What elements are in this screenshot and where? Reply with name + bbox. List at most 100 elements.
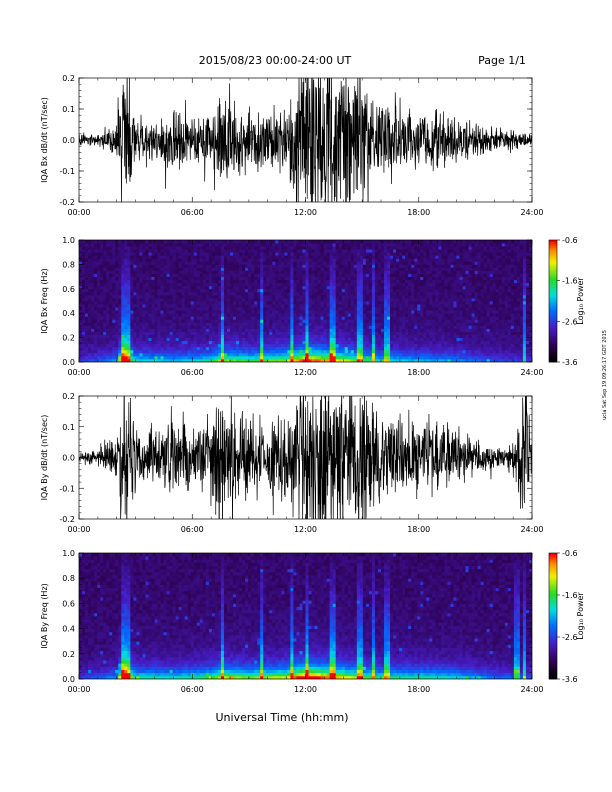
- heatmap-cell: [242, 246, 246, 250]
- heatmap-cell: [387, 258, 391, 262]
- heatmap-cell: [124, 273, 128, 277]
- heatmap-cell: [308, 276, 312, 281]
- heatmap-cell: [184, 337, 189, 342]
- heatmap-cell: [344, 285, 349, 290]
- heatmap-cell: [85, 331, 89, 335]
- heatmap-cell: [79, 249, 83, 253]
- heatmap-cell: [124, 310, 128, 314]
- heatmap-cell: [405, 285, 409, 290]
- heatmap-cell: [377, 264, 382, 268]
- heatmap-cell: [236, 334, 240, 338]
- heatmap-cell: [109, 307, 113, 311]
- heatmap-cell: [308, 243, 312, 247]
- heatmap-cell: [269, 331, 273, 335]
- heatmap-cell: [314, 249, 318, 253]
- heatmap-cell: [305, 291, 309, 296]
- heatmap-cell: [79, 301, 83, 305]
- heatmap-cell: [220, 358, 225, 362]
- heatmap-cell: [145, 255, 149, 259]
- heatmap-cell: [217, 310, 222, 314]
- heatmap-cell: [290, 252, 294, 256]
- heatmap-cell: [323, 258, 328, 262]
- heatmap-cell: [202, 252, 207, 256]
- heatmap-cell: [284, 331, 288, 335]
- heatmap-cell: [384, 331, 388, 335]
- heatmap-cell: [214, 307, 219, 311]
- heatmap-cell: [226, 273, 231, 277]
- heatmap-cell: [402, 276, 406, 281]
- heatmap-cell: [163, 307, 167, 311]
- heatmap-cell: [266, 307, 270, 311]
- heatmap-cell: [260, 313, 264, 317]
- heatmap-cell: [390, 240, 394, 244]
- heatmap-cell: [362, 328, 367, 332]
- heatmap-cell: [211, 249, 216, 253]
- heatmap-cell: [426, 346, 430, 351]
- heatmap-cell: [402, 343, 406, 348]
- heatmap-cell: [323, 285, 328, 290]
- heatmap-cell: [175, 337, 180, 342]
- heatmap-cell: [317, 340, 321, 345]
- heatmap-cell: [408, 319, 412, 323]
- heatmap-cell: [115, 340, 119, 345]
- heatmap-cell: [402, 334, 406, 338]
- heatmap-cell: [393, 255, 397, 259]
- heatmap-cell: [160, 246, 164, 250]
- heatmap-cell: [417, 291, 421, 296]
- heatmap-cell: [181, 252, 186, 256]
- heatmap-cell: [390, 273, 394, 277]
- heatmap-cell: [314, 340, 318, 345]
- heatmap-cell: [438, 331, 442, 335]
- heatmap-cell: [124, 291, 128, 296]
- heatmap-cell: [368, 294, 373, 299]
- heatmap-cell: [121, 322, 125, 326]
- heatmap-cell: [160, 358, 164, 362]
- heatmap-cell: [79, 243, 83, 247]
- heatmap-cell: [399, 264, 403, 268]
- heatmap-cell: [142, 243, 146, 247]
- heatmap-cell: [290, 340, 294, 345]
- heatmap-cell: [281, 294, 285, 299]
- heatmap-cell: [405, 261, 409, 265]
- heatmap-cell: [423, 337, 427, 342]
- heatmap-cell: [193, 334, 198, 338]
- heatmap-cell: [199, 325, 204, 329]
- heatmap-cell: [435, 340, 439, 345]
- heatmap-cell: [420, 343, 424, 348]
- heatmap-cell: [236, 270, 240, 274]
- heatmap-cell: [384, 261, 388, 265]
- heatmap-cell: [124, 258, 128, 262]
- heatmap-cell: [281, 288, 285, 293]
- heatmap-cell: [287, 291, 291, 296]
- heatmap-cell: [302, 273, 306, 277]
- heatmap-cell: [251, 282, 255, 287]
- heatmap-cell: [172, 310, 177, 314]
- heatmap-cell: [196, 288, 201, 293]
- heatmap-cell: [305, 331, 309, 335]
- heatmap-cell: [223, 316, 228, 320]
- heatmap-cell: [399, 246, 403, 250]
- heatmap-cell: [145, 249, 149, 253]
- heatmap-cell: [245, 240, 249, 244]
- heatmap-cell: [263, 267, 267, 271]
- heatmap-cell: [175, 264, 180, 268]
- heatmap-cell: [148, 337, 152, 342]
- heatmap-cell: [420, 310, 424, 314]
- heatmap-cell: [239, 249, 243, 253]
- heatmap-cell: [245, 355, 249, 360]
- heatmap-cell: [196, 301, 201, 305]
- heatmap-cell: [350, 264, 355, 268]
- heatmap-cell: [432, 325, 436, 329]
- heatmap-cell: [435, 331, 439, 335]
- heatmap-cell: [408, 291, 412, 296]
- heatmap-cell: [136, 328, 140, 332]
- heatmap-cell: [136, 340, 140, 345]
- heatmap-cell: [347, 310, 352, 314]
- heatmap-cell: [377, 355, 382, 360]
- heatmap-cell: [263, 358, 267, 362]
- heatmap-cell: [432, 331, 436, 335]
- heatmap-cell: [311, 291, 315, 296]
- heatmap-cell: [242, 267, 246, 271]
- heatmap-cell: [347, 325, 352, 329]
- heatmap-cell: [136, 252, 140, 256]
